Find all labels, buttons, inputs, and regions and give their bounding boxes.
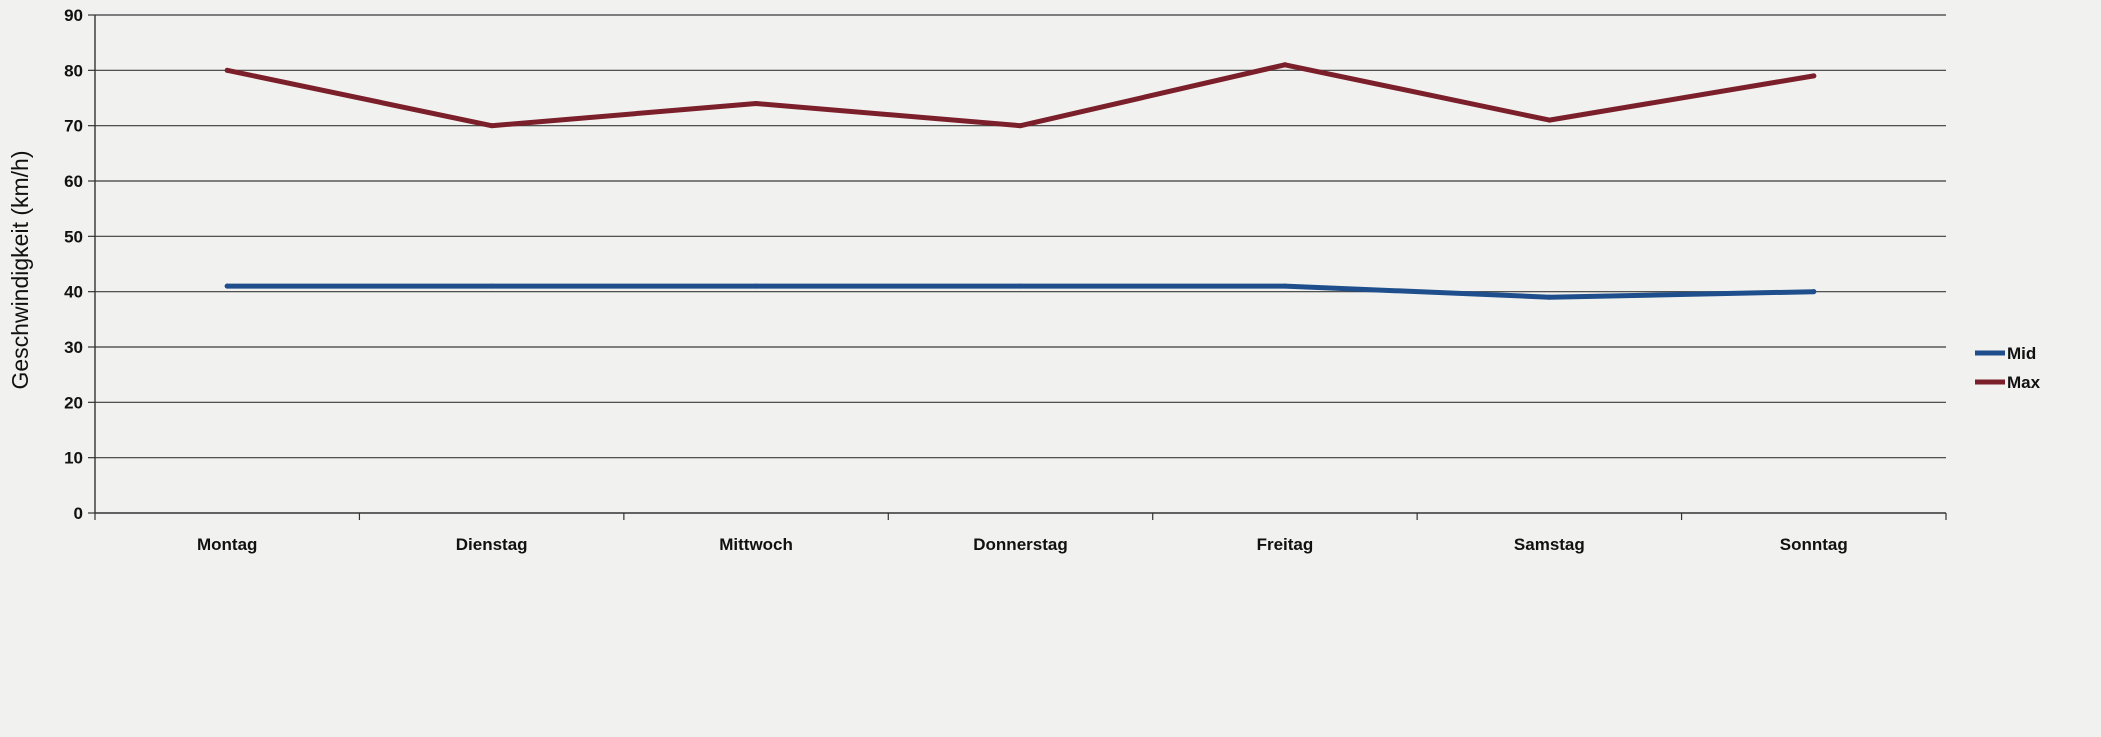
y-tick-label: 40 xyxy=(64,283,83,302)
data-point-mid xyxy=(1282,283,1288,289)
y-tick-label: 70 xyxy=(64,117,83,136)
data-point-max xyxy=(1018,123,1023,129)
series-line-max xyxy=(224,62,1817,129)
x-tick-label: Montag xyxy=(197,535,257,554)
legend-label-mid: Mid xyxy=(2007,344,2036,363)
y-tick-label: 10 xyxy=(64,449,83,468)
data-point-max xyxy=(224,67,230,73)
y-tick-label: 60 xyxy=(64,172,83,191)
data-point-max xyxy=(1811,73,1817,79)
x-tick-label: Freitag xyxy=(1257,535,1314,554)
data-point-mid xyxy=(224,283,230,289)
data-point-mid xyxy=(1546,294,1552,300)
x-tick-label: Mittwoch xyxy=(719,535,793,554)
y-tick-label: 50 xyxy=(64,227,83,246)
legend: Mid Max xyxy=(1975,344,2041,392)
legend-label-max: Max xyxy=(2007,373,2041,392)
x-axis-ticks: Montag Dienstag Mittwoch Donnerstag Freitag S… xyxy=(94,513,1947,554)
x-tick-label: Samstag xyxy=(1514,535,1585,554)
y-tick-label: 20 xyxy=(64,393,83,412)
axes xyxy=(94,15,1946,514)
x-tick-label: Donnerstag xyxy=(973,535,1067,554)
data-point-max xyxy=(1282,62,1288,68)
gridlines xyxy=(95,14,1946,459)
data-point-max xyxy=(753,101,759,107)
data-point-mid xyxy=(1811,289,1817,295)
x-tick-label: Sonntag xyxy=(1780,535,1848,554)
data-point-max xyxy=(1546,117,1552,123)
x-tick-label: Dienstag xyxy=(456,535,528,554)
data-point-mid xyxy=(489,283,495,289)
y-tick-label: 30 xyxy=(64,338,83,357)
y-axis-label: Geschwindigkeit (km/h) xyxy=(7,150,33,389)
y-tick-label: 80 xyxy=(64,61,83,80)
data-point-mid xyxy=(1018,283,1023,289)
y-tick-label: 0 xyxy=(74,504,83,523)
y-axis-ticks: 0 10 20 30 40 50 60 70 80 90 xyxy=(64,6,95,523)
data-point-max xyxy=(489,123,495,129)
data-point-mid xyxy=(753,283,759,289)
y-tick-label: 90 xyxy=(64,6,83,25)
series-lines xyxy=(224,62,1817,300)
